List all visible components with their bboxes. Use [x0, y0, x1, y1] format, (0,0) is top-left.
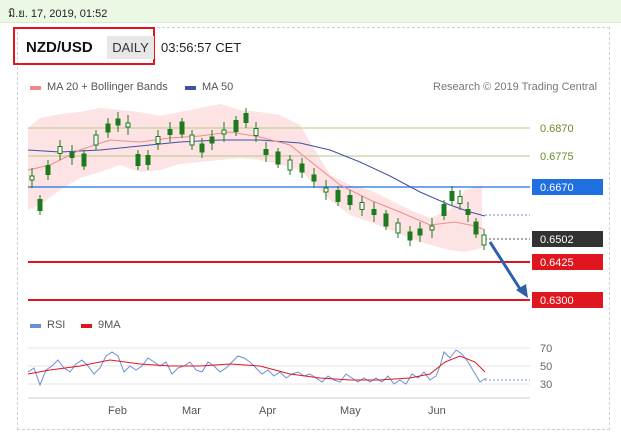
- level-tag-6425: [532, 254, 603, 270]
- candle-body: [287, 159, 293, 171]
- rsi-tick-70: 70: [540, 343, 552, 355]
- candle-body: [359, 202, 365, 210]
- projection-arrowhead: [516, 284, 528, 298]
- ma50-legend-swatch: [185, 86, 196, 90]
- candle-body: [45, 165, 51, 175]
- rsi-ma-legend-swatch: [81, 324, 92, 328]
- candle-body: [57, 146, 63, 154]
- level-label-6670: 0.6670: [540, 182, 574, 194]
- month-feb: Feb: [108, 405, 127, 417]
- candle-body: [457, 196, 463, 204]
- ma20-line: [27, 131, 486, 231]
- rsi-tick-50: 50: [540, 361, 552, 373]
- symbol-header-highlight: [13, 27, 155, 65]
- ma20-legend-swatch: [30, 86, 41, 90]
- candle-body: [221, 129, 227, 135]
- rsi-legend-swatch: [30, 324, 41, 328]
- candle-body: [125, 122, 131, 128]
- candle-body: [209, 136, 215, 144]
- symbol-label: NZD/USD: [26, 39, 93, 56]
- candle-body: [441, 204, 447, 216]
- rsi-tick-30: 30: [540, 379, 552, 391]
- credit-text: Research © 2019 Trading Central: [433, 81, 598, 93]
- candle-body: [243, 113, 249, 123]
- candle-body: [81, 153, 87, 167]
- level-label-6775: 0.6775: [540, 151, 574, 163]
- period-selector[interactable]: DAILY: [107, 36, 154, 59]
- level-label-6425: 0.6425: [540, 257, 574, 269]
- candles: [29, 108, 487, 250]
- level-label-6300: 0.6300: [540, 295, 574, 307]
- ma50-line: [27, 139, 486, 217]
- level-label-6870: 0.6870: [540, 123, 574, 135]
- candle-body: [263, 149, 269, 155]
- candle-body: [323, 187, 329, 193]
- month-mar: Mar: [182, 405, 201, 417]
- candle-body: [311, 174, 317, 182]
- candle-body: [253, 128, 259, 136]
- candle-body: [155, 136, 161, 144]
- candle-body: [115, 118, 121, 126]
- current-price-tag: [532, 231, 603, 247]
- rsi-ma-line: [27, 355, 486, 381]
- candle-body: [395, 222, 401, 234]
- level-tag-6670: [532, 179, 603, 195]
- ma50-legend-label: MA 50: [202, 81, 234, 93]
- candle-body: [233, 120, 239, 132]
- candle-body: [481, 234, 487, 246]
- candle-body: [37, 199, 43, 211]
- projection-arrow: [488, 241, 524, 293]
- candle-body: [167, 129, 173, 135]
- current-price-label: 0.6502: [540, 234, 574, 246]
- candle-body: [347, 195, 353, 205]
- status-timestamp: มิ.ย. 17, 2019, 01:52: [8, 8, 108, 20]
- candle-body: [449, 191, 455, 201]
- month-apr: Apr: [259, 405, 276, 417]
- candle-body: [473, 221, 479, 235]
- candle-body: [69, 152, 75, 158]
- candle-body: [199, 143, 205, 153]
- chart-panel: [17, 27, 610, 430]
- level-tag-6300: [532, 292, 603, 308]
- candle-body: [275, 151, 281, 165]
- ma20-legend-label: MA 20 + Bollinger Bands: [47, 81, 168, 93]
- rsi-ma-legend-label: 9MA: [98, 319, 121, 331]
- rsi-line: [27, 349, 487, 387]
- rsi-legend-label: RSI: [47, 319, 66, 331]
- candle-body: [407, 231, 413, 241]
- candle-body: [335, 190, 341, 202]
- candle-body: [93, 134, 99, 146]
- candle-body: [383, 213, 389, 227]
- status-bar: มิ.ย. 17, 2019, 01:52: [0, 0, 621, 23]
- candle-body: [189, 134, 195, 146]
- candle-body: [417, 228, 423, 236]
- month-may: May: [340, 405, 361, 417]
- candle-body: [105, 123, 111, 133]
- candle-body: [299, 163, 305, 173]
- candle-body: [135, 154, 141, 166]
- candle-body: [179, 121, 185, 135]
- candle-body: [429, 225, 435, 231]
- candle-body: [465, 209, 471, 215]
- month-jun: Jun: [428, 405, 446, 417]
- candle-body: [29, 175, 35, 181]
- server-time: 03:56:57 CET: [161, 40, 242, 55]
- candle-body: [145, 155, 151, 165]
- bollinger-band: [28, 104, 482, 252]
- candle-body: [371, 209, 377, 215]
